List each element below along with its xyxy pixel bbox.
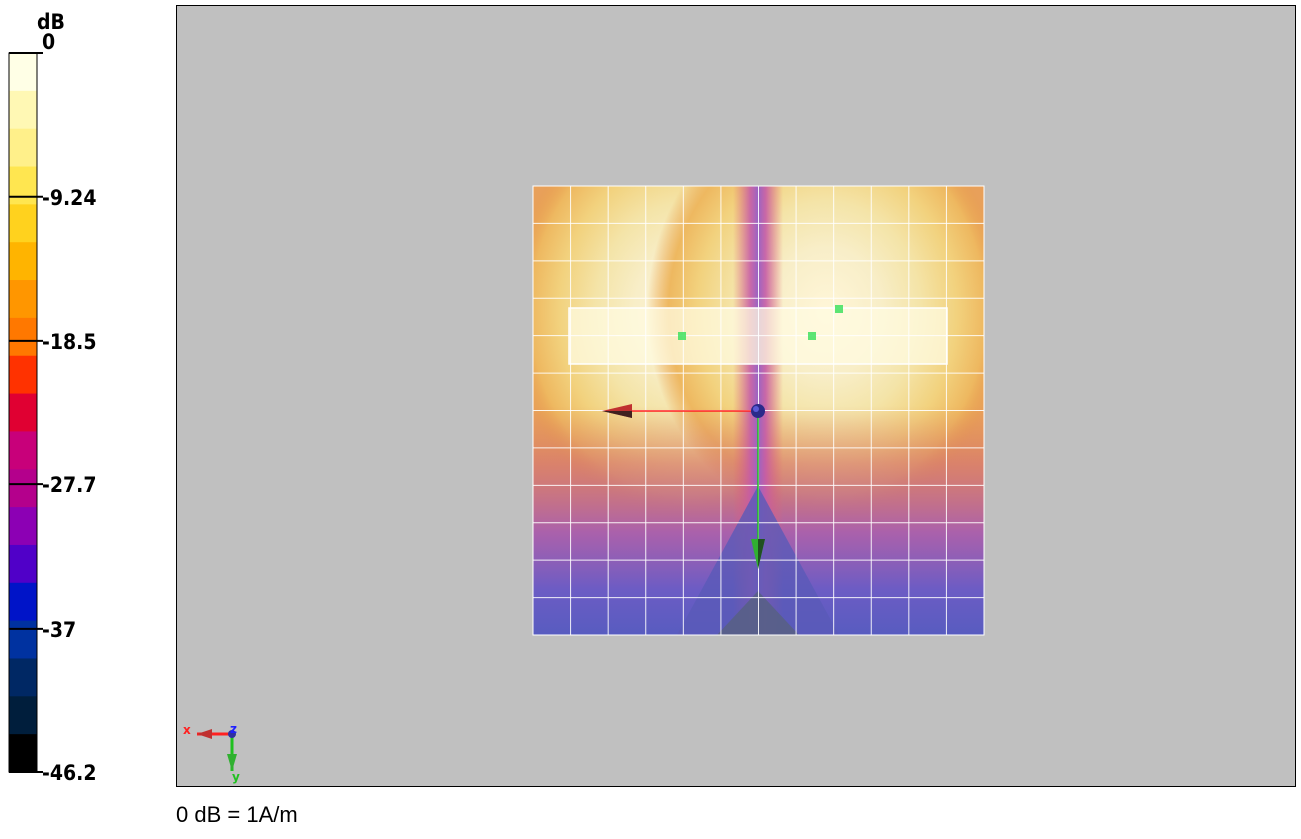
colorbar-band <box>9 696 37 735</box>
probe-orientation-arrows <box>602 404 765 569</box>
field-plot: x z y <box>183 185 985 784</box>
colorbar-tick-label: 0 <box>42 30 55 54</box>
colorbar-tick-label: -46.2 <box>42 761 96 785</box>
colorbar-band <box>9 734 37 773</box>
colorbar-band <box>9 90 37 130</box>
axis-z-label: z <box>230 722 237 736</box>
colorbar: dB 0 -9.24 -18.5 -27.7 -37 -46.2 <box>8 10 96 785</box>
peak-marker <box>808 332 816 340</box>
colorbar-band <box>9 204 37 243</box>
colorbar-band <box>9 582 37 622</box>
colorbar-tick-label: -27.7 <box>42 473 96 497</box>
peak-marker <box>835 305 843 313</box>
axis-y-label: y <box>232 770 240 784</box>
axes-indicator: x z y <box>183 722 240 784</box>
colorbar-band <box>9 317 37 357</box>
colorbar-bands <box>8 52 38 773</box>
colorbar-band <box>9 128 37 168</box>
colorbar-ticks: 0 -9.24 -18.5 -27.7 -37 -46.2 <box>9 30 96 785</box>
colorbar-tick-label: -18.5 <box>42 330 96 354</box>
colorbar-band <box>9 53 37 92</box>
colorbar-tick-label: -37 <box>42 618 76 642</box>
colorbar-band <box>9 544 37 584</box>
colorbar-tick-label: -9.24 <box>42 186 96 210</box>
colorbar-band <box>9 431 37 470</box>
peak-marker <box>678 332 686 340</box>
reference-footnote: 0 dB = 1A/m <box>176 802 298 827</box>
colorbar-band <box>9 280 37 319</box>
colorbar-band <box>9 507 37 546</box>
colorbar-unit-label: dB <box>37 10 65 34</box>
colorbar-band <box>9 166 37 205</box>
field-viewport[interactable]: x z y <box>176 5 1296 787</box>
colorbar-band <box>9 355 37 395</box>
colorbar-band <box>9 658 37 697</box>
colorbar-band <box>9 620 37 660</box>
colorbar-band <box>9 393 37 433</box>
axis-x-label: x <box>183 723 191 737</box>
colorbar-band <box>9 242 37 281</box>
colorbar-band <box>9 469 37 508</box>
